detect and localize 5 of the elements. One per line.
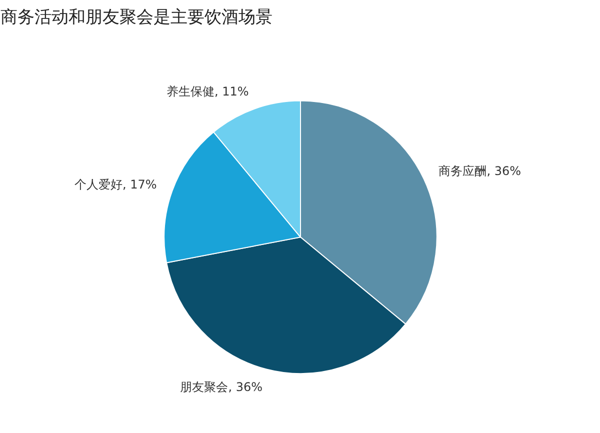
- slice-label: 朋友聚会, 36%: [180, 380, 263, 394]
- slice-label: 商务应酬, 36%: [438, 164, 522, 178]
- chart-title: 商务活动和朋友聚会是主要饮酒场景: [0, 8, 272, 28]
- slice-label: 个人爱好, 17%: [74, 178, 157, 192]
- slice-label: 养生保健, 11%: [166, 84, 249, 98]
